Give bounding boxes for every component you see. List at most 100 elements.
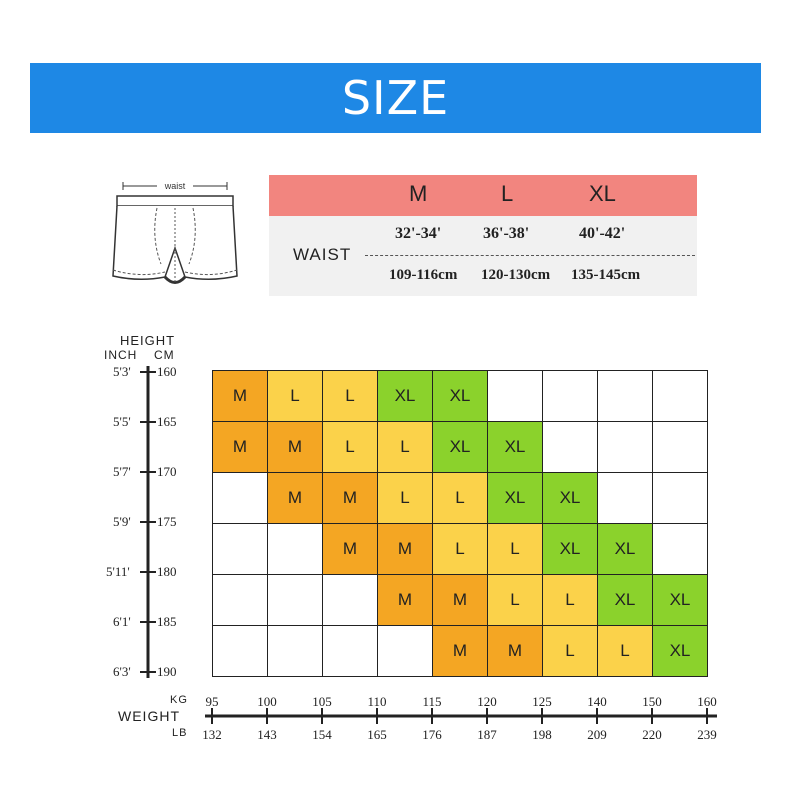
size-cell xyxy=(213,473,268,524)
size-cell: M xyxy=(213,371,268,422)
size-cell: XL xyxy=(543,473,598,524)
size-cell: L xyxy=(378,473,433,524)
size-xl-header: XL xyxy=(589,181,616,206)
height-cm-tick: 160 xyxy=(157,364,177,379)
weight-kg-tick: 110 xyxy=(367,694,387,709)
size-cell: L xyxy=(378,422,433,473)
weight-lb-tick: 165 xyxy=(367,727,387,742)
waist-divider xyxy=(365,255,695,256)
weight-kg-tick: 100 xyxy=(257,694,277,709)
size-cell: L xyxy=(598,626,653,677)
underwear-illustration: waist xyxy=(112,180,238,284)
height-axis-title: HEIGHT xyxy=(120,333,176,348)
size-cell: M xyxy=(433,626,488,677)
size-header-row: M L XL xyxy=(269,175,697,216)
inch-unit-label: INCH xyxy=(104,348,138,362)
height-inch-tick: 5'9' xyxy=(113,514,131,529)
height-inch-tick: 6'1' xyxy=(113,614,131,629)
size-cell xyxy=(268,524,323,575)
weight-ticks xyxy=(211,708,708,724)
size-cell: XL xyxy=(433,422,488,473)
lb-unit-label: LB xyxy=(172,727,188,739)
height-inch-tick: 6'3' xyxy=(113,664,131,679)
size-cell xyxy=(598,371,653,422)
size-cell: M xyxy=(378,524,433,575)
size-cell xyxy=(268,575,323,626)
size-cell xyxy=(323,575,378,626)
size-m-header: M xyxy=(409,181,428,206)
size-cell: L xyxy=(323,422,378,473)
size-cell: M xyxy=(488,626,543,677)
waist-inch-l: 36'-38' xyxy=(483,225,530,242)
size-cell: XL xyxy=(378,371,433,422)
size-cell: XL xyxy=(433,371,488,422)
size-cell: XL xyxy=(653,575,708,626)
size-cell xyxy=(598,473,653,524)
size-cell: XL xyxy=(543,524,598,575)
size-cell xyxy=(213,524,268,575)
size-cell xyxy=(543,371,598,422)
waist-inch-xl: 40'-42' xyxy=(579,225,626,242)
weight-kg-tick: 125 xyxy=(532,694,552,709)
weight-kg-tick: 150 xyxy=(642,694,662,709)
height-cm-tick: 185 xyxy=(157,614,177,629)
waist-cm-l: 120-130cm xyxy=(481,267,551,283)
waist-row-label: WAIST xyxy=(293,245,352,264)
cm-unit-label: CM xyxy=(154,348,175,362)
weight-lb-tick: 132 xyxy=(202,727,222,742)
size-grid: M L L XL XL M M L L XL XL M M L L XL XL M M L L XL XL M M L L XL XL M… xyxy=(212,370,708,677)
weight-axis-title: WEIGHT xyxy=(118,708,180,724)
size-cell: M xyxy=(213,422,268,473)
size-cell: M xyxy=(268,473,323,524)
weight-kg-tick: 95 xyxy=(205,694,219,709)
banner-title: SIZE xyxy=(341,71,450,125)
size-cell: XL xyxy=(488,473,543,524)
size-cell: L xyxy=(433,473,488,524)
weight-kg-tick: 115 xyxy=(422,694,442,709)
size-l-header: L xyxy=(501,181,514,206)
size-cell xyxy=(653,524,708,575)
size-cell: L xyxy=(543,626,598,677)
size-cell: L xyxy=(323,371,378,422)
size-cell xyxy=(598,422,653,473)
height-axis-line xyxy=(140,366,156,678)
weight-lb-tick: 239 xyxy=(697,727,717,742)
waist-cm-xl: 135-145cm xyxy=(571,267,641,283)
size-cell: M xyxy=(323,524,378,575)
size-cell: M xyxy=(268,422,323,473)
weight-kg-tick: 105 xyxy=(312,694,332,709)
weight-lb-tick: 143 xyxy=(257,727,277,742)
size-cell: M xyxy=(378,575,433,626)
size-cell: L xyxy=(268,371,323,422)
height-inch-tick: 5'5' xyxy=(113,414,131,429)
height-cm-tick: 165 xyxy=(157,414,177,429)
height-cm-tick: 170 xyxy=(157,464,177,479)
size-cell xyxy=(543,422,598,473)
size-cell xyxy=(213,575,268,626)
height-cm-tick: 175 xyxy=(157,514,177,529)
size-cell: L xyxy=(433,524,488,575)
weight-lb-tick: 198 xyxy=(532,727,552,742)
size-cell: XL xyxy=(488,422,543,473)
size-cell: M xyxy=(433,575,488,626)
size-cell xyxy=(653,473,708,524)
weight-kg-tick: 160 xyxy=(697,694,717,709)
waist-size-table: M L XL WAIST 32'-34' 36'-38' 40'-42' 109… xyxy=(269,175,697,296)
size-cell xyxy=(323,626,378,677)
height-inch-tick: 5'11' xyxy=(106,564,130,579)
weight-kg-tick: 140 xyxy=(587,694,607,709)
size-cell: XL xyxy=(598,575,653,626)
size-cell: M xyxy=(323,473,378,524)
weight-lb-tick: 176 xyxy=(422,727,442,742)
waist-inch-m: 32'-34' xyxy=(395,225,442,242)
waist-label: waist xyxy=(164,181,186,191)
height-inch-tick: 5'3' xyxy=(113,364,131,379)
size-cell xyxy=(653,422,708,473)
height-cm-tick: 180 xyxy=(157,564,177,579)
size-cell: L xyxy=(543,575,598,626)
size-cell xyxy=(488,371,543,422)
height-inch-tick: 5'7' xyxy=(113,464,131,479)
title-banner: SIZE xyxy=(30,63,761,133)
weight-lb-tick: 187 xyxy=(477,727,497,742)
weight-axis-line xyxy=(205,708,717,724)
